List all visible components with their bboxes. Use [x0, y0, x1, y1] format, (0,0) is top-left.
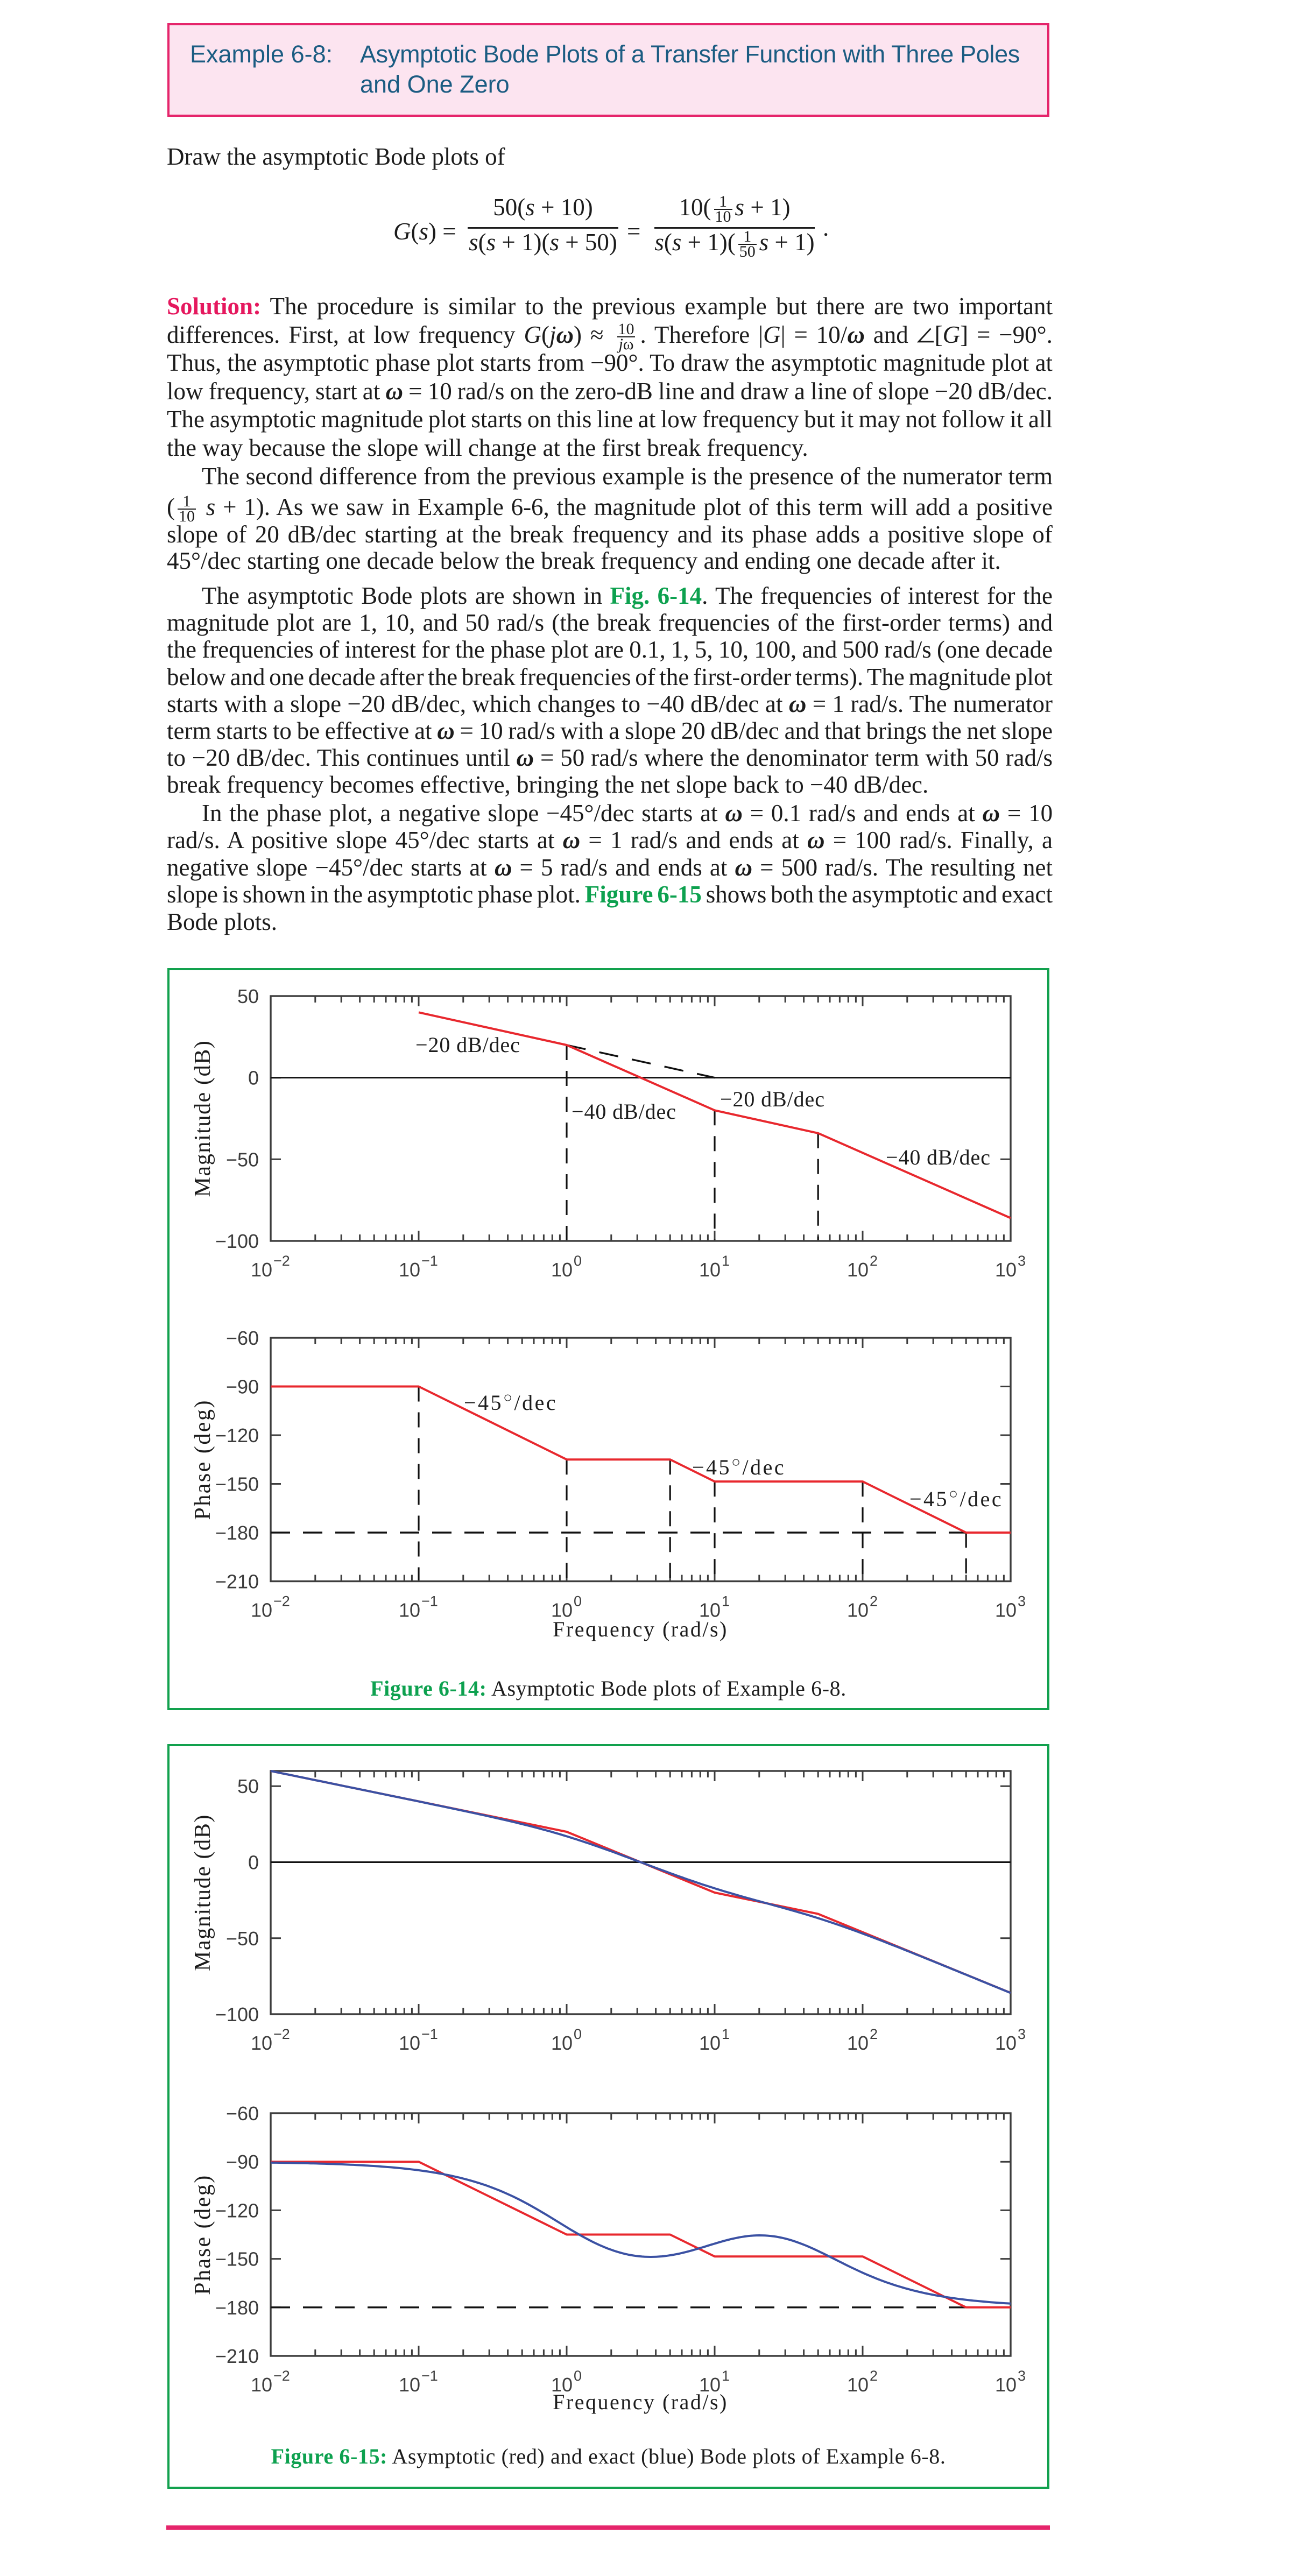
- svg-text:10: 10: [847, 1259, 869, 1281]
- svg-text:50: 50: [237, 985, 259, 1007]
- svg-text:10: 10: [251, 2374, 272, 2396]
- svg-text:10: 10: [551, 2032, 573, 2054]
- svg-text:−45○/dec: −45○/dec: [909, 1486, 1003, 1511]
- svg-text:10: 10: [551, 1599, 573, 1621]
- svg-text:−90: −90: [226, 1376, 259, 1398]
- svg-text:−120: −120: [215, 2199, 259, 2221]
- svg-text:Phase (deg): Phase (deg): [191, 1399, 215, 1520]
- svg-text:−180: −180: [215, 2297, 259, 2319]
- svg-text:0: 0: [248, 1067, 259, 1089]
- svg-text:10: 10: [399, 2374, 420, 2396]
- svg-text:10: 10: [699, 1599, 721, 1621]
- svg-text:Phase (deg): Phase (deg): [191, 2174, 215, 2295]
- svg-text:0: 0: [248, 1852, 259, 1874]
- svg-text:1: 1: [722, 1593, 730, 1610]
- svg-text:1: 1: [722, 2368, 730, 2384]
- svg-text:10: 10: [699, 2374, 721, 2396]
- svg-text:−2: −2: [273, 1253, 290, 1269]
- svg-text:−60: −60: [226, 2102, 259, 2125]
- svg-text:Frequency (rad/s): Frequency (rad/s): [553, 2390, 728, 2414]
- svg-text:Magnitude (dB): Magnitude (dB): [191, 1814, 215, 1971]
- svg-text:10: 10: [551, 2374, 573, 2396]
- svg-text:−2: −2: [273, 1593, 290, 1610]
- svg-text:−90: −90: [226, 2151, 259, 2173]
- svg-text:10: 10: [995, 2374, 1017, 2396]
- svg-text:3: 3: [1018, 2368, 1026, 2384]
- svg-text:10: 10: [399, 1259, 420, 1281]
- svg-text:−100: −100: [215, 1230, 259, 1252]
- svg-text:0: 0: [574, 2026, 582, 2042]
- svg-text:−100: −100: [215, 2003, 259, 2025]
- svg-text:−60: −60: [226, 1327, 259, 1349]
- svg-text:10: 10: [699, 1259, 721, 1281]
- svg-text:−2: −2: [273, 2368, 290, 2384]
- svg-text:−50: −50: [226, 1148, 259, 1170]
- svg-text:3: 3: [1018, 2026, 1026, 2042]
- svg-text:−1: −1: [421, 2368, 438, 2384]
- svg-text:3: 3: [1018, 1253, 1026, 1269]
- svg-text:10: 10: [399, 1599, 420, 1621]
- svg-text:−210: −210: [215, 1571, 259, 1593]
- svg-text:Magnitude (dB): Magnitude (dB): [191, 1040, 215, 1197]
- svg-text:2: 2: [870, 2368, 878, 2384]
- svg-text:10: 10: [399, 2032, 420, 2054]
- svg-text:Frequency (rad/s): Frequency (rad/s): [553, 1617, 728, 1641]
- svg-text:−150: −150: [215, 2248, 259, 2270]
- svg-text:10: 10: [699, 2032, 721, 2054]
- svg-text:10: 10: [995, 1259, 1017, 1281]
- svg-text:10: 10: [551, 1259, 573, 1281]
- svg-text:−120: −120: [215, 1424, 259, 1446]
- svg-text:2: 2: [870, 1253, 878, 1269]
- svg-text:−40 dB/dec: −40 dB/dec: [886, 1145, 991, 1169]
- svg-text:0: 0: [574, 1593, 582, 1610]
- svg-text:3: 3: [1018, 1593, 1026, 1610]
- svg-text:10: 10: [251, 1259, 272, 1281]
- svg-text:−180: −180: [215, 1522, 259, 1544]
- svg-text:0: 0: [574, 2368, 582, 2384]
- svg-text:−1: −1: [421, 1253, 438, 1269]
- svg-text:50: 50: [237, 1775, 259, 1797]
- svg-text:−210: −210: [215, 2345, 259, 2367]
- svg-text:10: 10: [251, 1599, 272, 1621]
- svg-text:10: 10: [847, 1599, 869, 1621]
- svg-text:−150: −150: [215, 1473, 259, 1495]
- svg-text:10: 10: [847, 2032, 869, 2054]
- svg-text:10: 10: [251, 2032, 272, 2054]
- svg-text:10: 10: [995, 1599, 1017, 1621]
- svg-text:10: 10: [995, 2032, 1017, 2054]
- svg-text:2: 2: [870, 2026, 878, 2042]
- svg-text:−2: −2: [273, 2026, 290, 2042]
- svg-text:1: 1: [722, 1253, 730, 1269]
- svg-text:−1: −1: [421, 1593, 438, 1610]
- svg-text:−20 dB/dec: −20 dB/dec: [720, 1087, 825, 1111]
- svg-text:0: 0: [574, 1253, 582, 1269]
- svg-text:10: 10: [847, 2374, 869, 2396]
- svg-text:−50: −50: [226, 1928, 259, 1950]
- svg-text:2: 2: [870, 1593, 878, 1610]
- svg-text:−45○/dec: −45○/dec: [692, 1454, 786, 1479]
- svg-text:−45○/dec: −45○/dec: [464, 1389, 558, 1415]
- svg-text:1: 1: [722, 2026, 730, 2042]
- svg-text:−40 dB/dec: −40 dB/dec: [572, 1099, 676, 1124]
- svg-text:−1: −1: [421, 2026, 438, 2042]
- svg-text:−20 dB/dec: −20 dB/dec: [415, 1033, 520, 1057]
